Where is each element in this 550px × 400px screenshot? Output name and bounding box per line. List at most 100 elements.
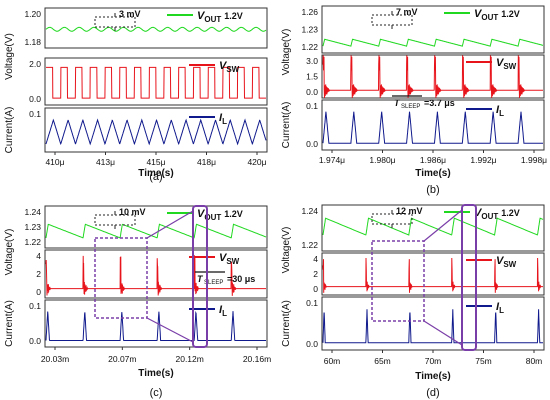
x-axis-label: Time(s) [138, 368, 173, 379]
zoom-connector-top [423, 209, 463, 242]
legend-vout-value: 1.2V [501, 208, 520, 218]
y-tick-label: 0.0 [306, 87, 318, 97]
zoom-source-highlight [192, 205, 208, 348]
x-tick-label: 1.992μ [470, 155, 496, 165]
y-tick-label: 0.0 [29, 94, 41, 104]
series-line-vsw [46, 66, 266, 99]
legend-vsw: VSW [219, 60, 240, 74]
legend-il: IL [496, 301, 504, 315]
y-tick-label: 0.0 [29, 336, 41, 346]
legend-il: IL [219, 112, 227, 126]
y-tick-label: 0 [313, 284, 318, 294]
plot-frame-vout [321, 204, 545, 252]
y-axis-label-current: Current(A) [4, 107, 15, 154]
y-tick-label: 1.22 [24, 237, 41, 247]
panel-label: (a) [149, 171, 162, 183]
legend-vout-value: 1.2V [224, 209, 243, 219]
legend-vsw: VSW [496, 57, 517, 71]
x-axis-label: Time(s) [415, 168, 450, 179]
legend-vsw-sub: SW [503, 62, 516, 71]
ripple-annotation: 12 mV [396, 206, 423, 216]
legend-il: IL [219, 304, 227, 318]
sleep-time-subscript: SLEEP [204, 280, 223, 286]
y-tick-label: 0.1 [29, 109, 41, 119]
y-tick-label: 1.18 [24, 37, 41, 47]
series-line-il [322, 111, 543, 144]
legend-vout-main: V [474, 207, 483, 219]
y-tick-label: 2 [36, 269, 41, 279]
zoom-inset-box [94, 237, 148, 319]
y-tick-label: 0.0 [306, 339, 318, 349]
y-tick-label: 1.20 [24, 9, 41, 19]
legend-il-main: I [219, 112, 223, 124]
series-line-vout [45, 26, 267, 32]
y-tick-label: 4 [313, 254, 318, 264]
legend-il: IL [496, 104, 504, 118]
panel-label: (d) [426, 387, 439, 399]
legend-vout: VOUT 1.2V [197, 10, 243, 24]
legend-vsw-main: V [219, 252, 228, 264]
legend-vsw: VSW [496, 255, 517, 269]
zoom-inset-box [371, 240, 425, 322]
y-tick-label: 1.22 [301, 42, 318, 52]
zoom-connector-bottom [423, 320, 463, 346]
series-line-vsw [322, 55, 543, 98]
x-tick-label: 80m [526, 356, 543, 366]
legend-vsw-sub: SW [226, 257, 239, 266]
legend-vout: VOUT 1.2V [197, 208, 243, 222]
x-tick-label: 1.980μ [369, 155, 395, 165]
y-axis-label-voltage: Voltage(V) [4, 33, 15, 80]
legend-il-main: I [496, 104, 500, 116]
y-axis-label-voltage: Voltage(V) [4, 229, 15, 276]
legend-il-sub: L [222, 309, 227, 318]
series-line-il [45, 118, 267, 146]
sleep-time-value: =3.7 μs [424, 98, 455, 108]
x-tick-label: 70m [425, 356, 442, 366]
y-tick-label: 3.0 [306, 56, 318, 66]
legend-il-main: I [496, 301, 500, 313]
y-tick-label: 1.23 [301, 25, 318, 35]
ripple-annotation: 3 mV [119, 9, 141, 19]
plot-frame-il [44, 299, 268, 348]
ripple-annotation: 10 mV [119, 207, 146, 217]
x-tick-label: 20.07m [108, 354, 136, 364]
series-line-vout [322, 38, 543, 47]
legend-vout-sub: OUT [481, 13, 498, 22]
sleep-time-label: T [394, 98, 401, 108]
sleep-time-subscript: SLEEP [401, 104, 420, 110]
y-tick-label: 2.0 [29, 59, 41, 69]
plot-frame-vsw [44, 249, 268, 299]
x-tick-label: 420μ [247, 157, 266, 167]
x-tick-label: 418μ [197, 157, 216, 167]
y-tick-label: 1.22 [301, 240, 318, 250]
x-tick-label: 75m [475, 356, 492, 366]
sleep-time-label: T [197, 274, 204, 284]
zoom-connector-bottom [146, 317, 194, 343]
x-tick-label: 1.998μ [521, 155, 547, 165]
x-tick-label: 415μ [146, 157, 165, 167]
legend-vsw-main: V [496, 255, 505, 267]
y-axis-label-current: Current(A) [281, 300, 292, 347]
legend-il-sub: L [499, 306, 504, 315]
legend-vsw: VSW [219, 252, 240, 266]
x-axis-label: Time(s) [415, 371, 450, 382]
legend-vsw-main: V [496, 57, 505, 69]
series-line-vout [45, 223, 267, 239]
x-tick-label: 1.974μ [319, 155, 345, 165]
y-tick-label: 0.1 [306, 101, 318, 111]
panel-label: (c) [150, 387, 163, 399]
x-tick-label: 20.16m [243, 354, 271, 364]
x-tick-label: 1.986μ [420, 155, 446, 165]
y-tick-label: 1.26 [301, 7, 318, 17]
plot-frame-vout [44, 205, 268, 249]
legend-vsw-main: V [219, 60, 228, 72]
legend-vout-main: V [197, 208, 206, 220]
y-tick-label: 2 [313, 269, 318, 279]
legend-vout-value: 1.2V [501, 9, 520, 19]
legend-vout-main: V [474, 8, 483, 20]
plot-frame-il [321, 296, 545, 351]
plot-frame-vout [321, 5, 545, 54]
panel-label: (b) [426, 184, 439, 196]
y-tick-label: 0 [36, 287, 41, 297]
y-tick-label: 1.5 [306, 72, 318, 82]
